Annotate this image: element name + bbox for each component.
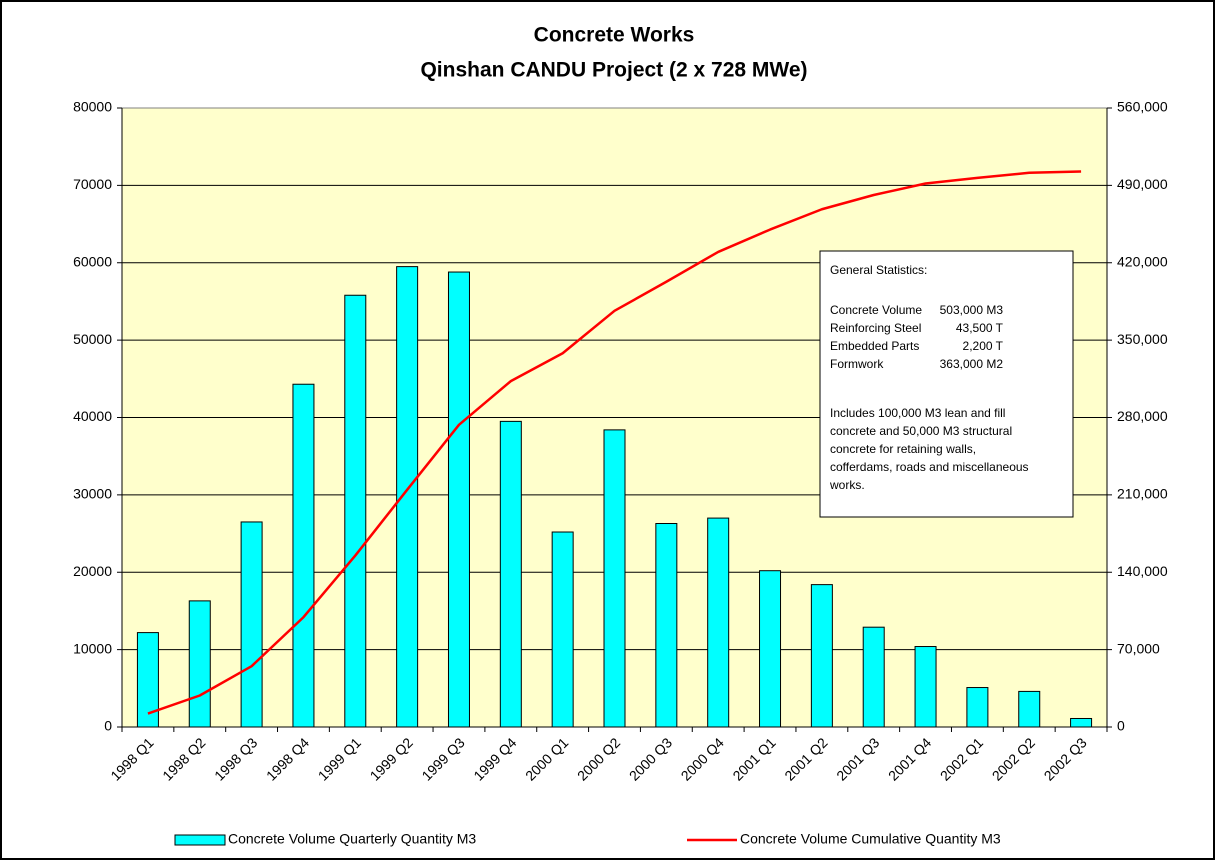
legend-label: Concrete Volume Cumulative Quantity M3 xyxy=(740,831,1001,847)
bar xyxy=(759,570,782,728)
bar xyxy=(551,531,574,728)
annotation-value: 2,200 T xyxy=(963,339,1004,353)
annotation-note: concrete and 50,000 M3 structural xyxy=(830,424,1012,438)
y-tick-label: 80000 xyxy=(73,99,112,115)
y2-tick-label: 560,000 xyxy=(1117,99,1168,115)
y-tick-label: 70000 xyxy=(73,176,112,192)
chart-subtitle: Qinshan CANDU Project (2 x 728 MWe) xyxy=(420,59,807,82)
y-tick-label: 60000 xyxy=(73,253,112,269)
bar xyxy=(707,517,730,728)
y2-tick-label: 70,000 xyxy=(1117,640,1160,656)
y-tick-label: 50000 xyxy=(73,331,112,347)
annotation-heading: General Statistics: xyxy=(830,263,927,277)
y2-tick-label: 490,000 xyxy=(1117,176,1168,192)
bar xyxy=(655,523,678,728)
legend-swatch xyxy=(174,834,226,846)
annotation-label: Formwork xyxy=(830,357,884,371)
bar xyxy=(240,521,263,728)
bar xyxy=(603,429,626,728)
legend-label: Concrete Volume Quarterly Quantity M3 xyxy=(228,831,476,847)
y-tick-label: 30000 xyxy=(73,486,112,502)
y-tick-label: 0 xyxy=(104,718,112,734)
bar xyxy=(396,266,419,728)
annotation-box xyxy=(819,250,1074,518)
y2-tick-label: 420,000 xyxy=(1117,253,1168,269)
annotation-value: 43,500 T xyxy=(956,321,1004,335)
annotation-label: Embedded Parts xyxy=(830,339,919,353)
y2-tick-label: 140,000 xyxy=(1117,563,1168,579)
annotation-note: concrete for retaining walls, xyxy=(830,442,976,456)
bar xyxy=(188,600,211,728)
y2-tick-label: 280,000 xyxy=(1117,408,1168,424)
y-tick-label: 10000 xyxy=(73,640,112,656)
annotation-value: 503,000 M3 xyxy=(940,303,1004,317)
bar xyxy=(447,271,470,728)
bar xyxy=(136,632,159,728)
annotation-label: Reinforcing Steel xyxy=(830,321,921,335)
annotation-note: works. xyxy=(829,478,865,492)
annotation-value: 363,000 M2 xyxy=(940,357,1004,371)
y2-tick-label: 0 xyxy=(1117,718,1125,734)
y2-tick-label: 210,000 xyxy=(1117,486,1168,502)
bar xyxy=(914,646,937,728)
annotation-note: cofferdams, roads and miscellaneous xyxy=(830,460,1029,474)
bar xyxy=(810,584,833,728)
bar xyxy=(862,626,885,728)
bar xyxy=(966,687,989,728)
annotation-note: Includes 100,000 M3 lean and fill xyxy=(830,406,1005,420)
bar xyxy=(1018,690,1041,728)
y-tick-label: 40000 xyxy=(73,408,112,424)
line xyxy=(147,170,1082,715)
bar xyxy=(499,420,522,728)
chart-title: Concrete Works xyxy=(534,24,695,47)
y2-tick-label: 350,000 xyxy=(1117,331,1168,347)
bar xyxy=(1070,717,1093,728)
annotation-label: Concrete Volume xyxy=(830,303,922,317)
bar xyxy=(344,294,367,728)
y-tick-label: 20000 xyxy=(73,563,112,579)
bar xyxy=(292,383,315,728)
